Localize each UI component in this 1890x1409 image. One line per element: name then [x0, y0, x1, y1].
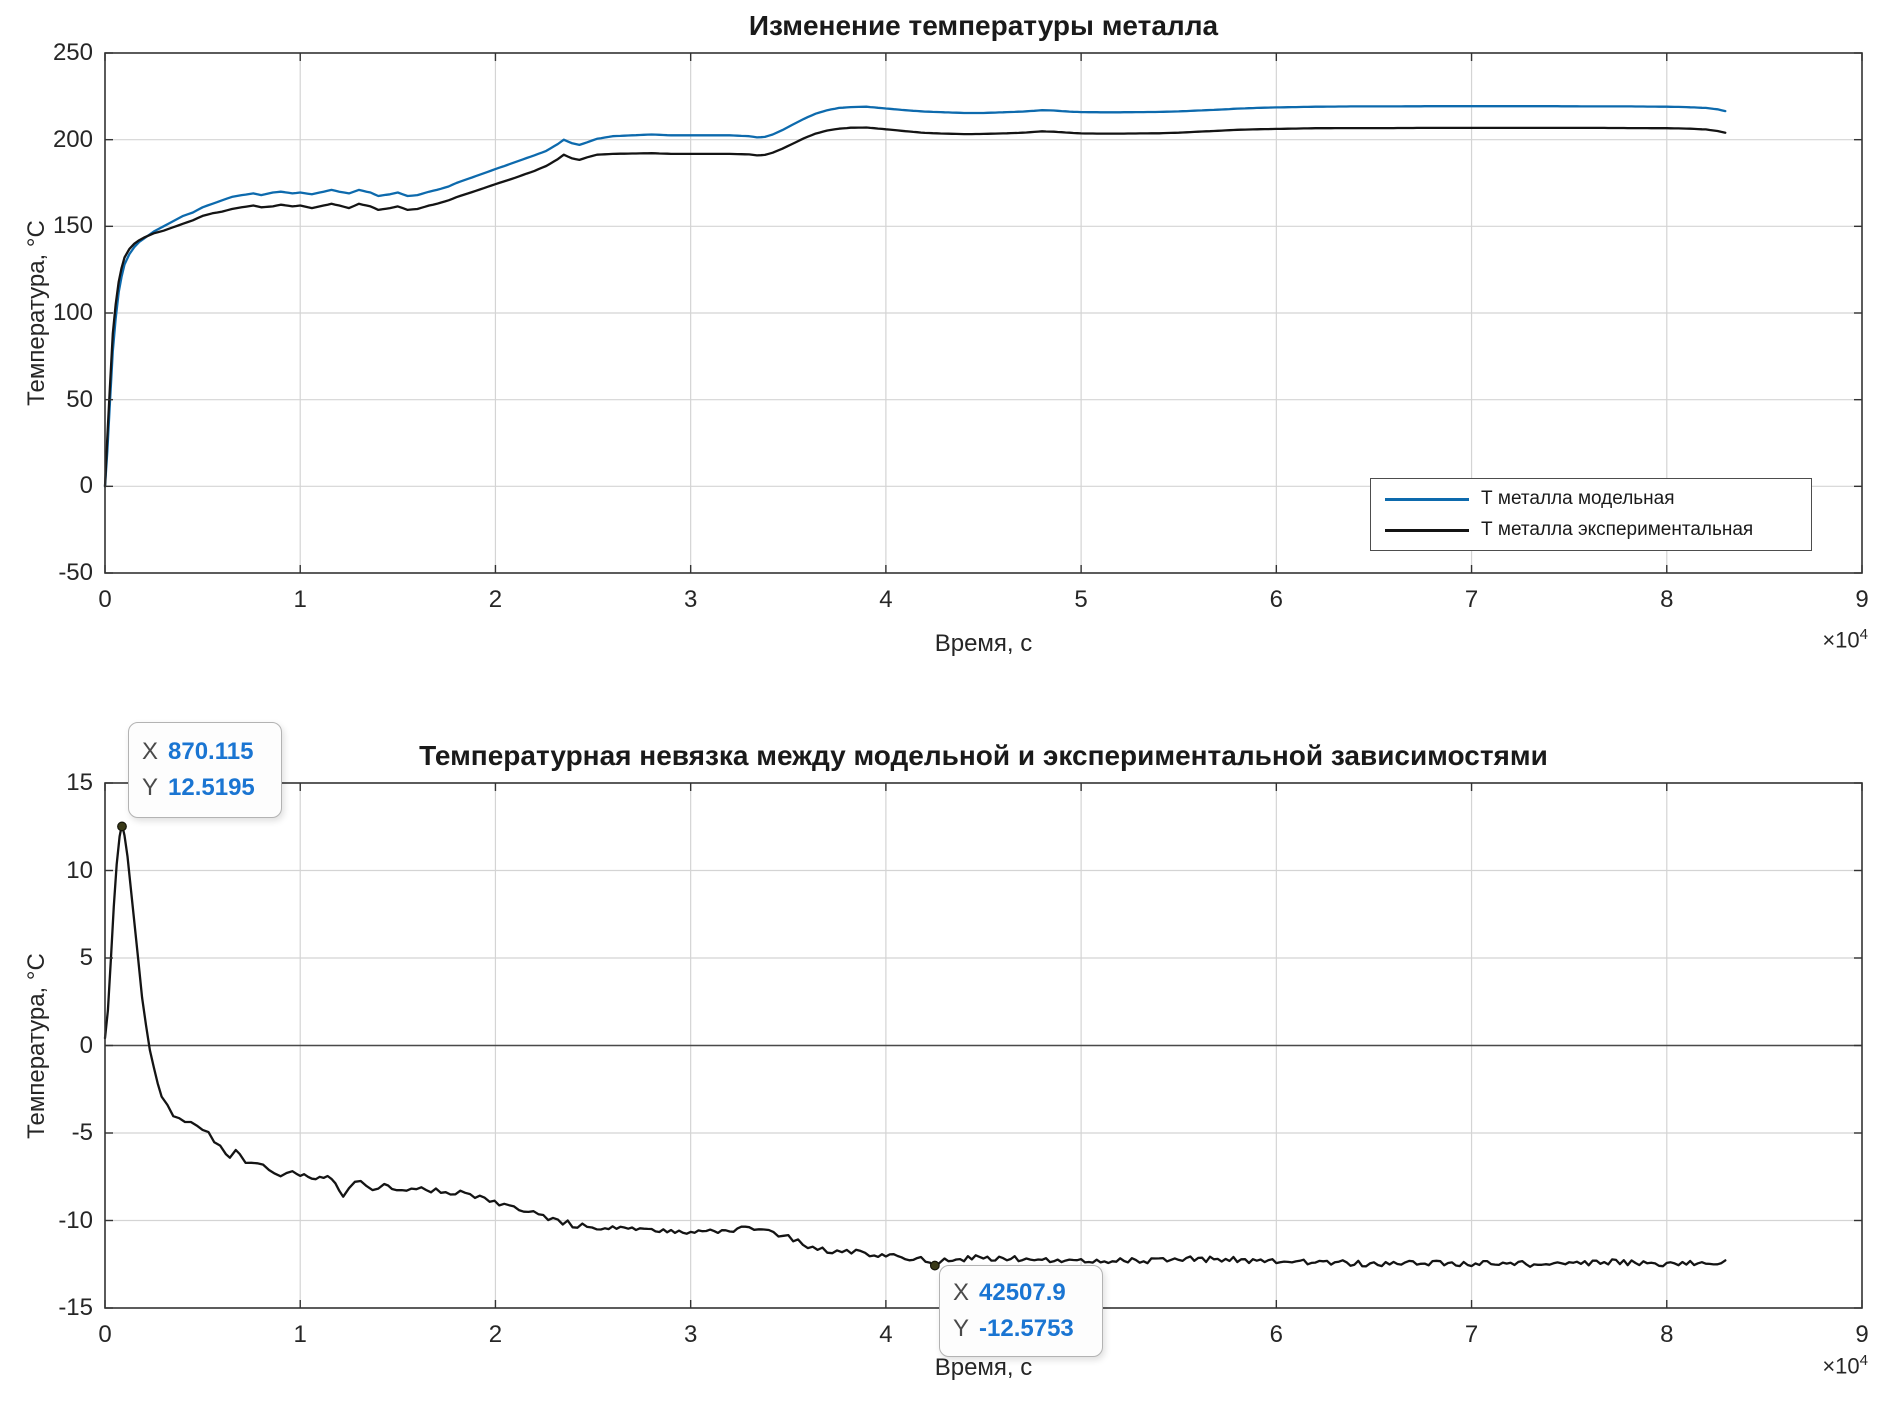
datatip-y-row: Y -12.5753 [953, 1315, 1089, 1343]
datatip-y-label: Y [142, 774, 159, 802]
x-tick-label: 3 [683, 1321, 698, 1348]
x-tick-label: 0 [98, 586, 112, 613]
x-tick-label: 3 [683, 586, 698, 613]
y-tick-label: 200 [52, 125, 93, 153]
y-tick-label: -50 [58, 559, 93, 586]
datatip-x-value: 42507.9 [979, 1279, 1066, 1307]
datatip-y-label: Y [953, 1314, 970, 1342]
y-tick-label: -5 [71, 1119, 93, 1146]
legend-label-experimental: Т металла экспериментальная [1481, 519, 1754, 540]
x-tick-label: 5 [1074, 586, 1088, 613]
y-tick-label: 10 [66, 856, 93, 884]
y-tick-label: 15 [66, 769, 93, 796]
chart1-title: Изменение температуры металла [748, 10, 1219, 41]
legend-entry-model[interactable]: Т металла модельная [1385, 488, 1797, 510]
datatip-x-row: X 870.115 [142, 738, 268, 766]
chart1-x-axis-label: Время, с [934, 630, 1033, 657]
datatip-x-value: 870.115 [168, 737, 254, 765]
datatip-y-value: -12.5753 [979, 1314, 1074, 1342]
exponent-base: ×10 [1822, 627, 1860, 653]
chart1-x-axis-exponent: ×104 [1822, 626, 1868, 653]
chart2-y-axis-label: Температура, °C [23, 953, 50, 1139]
y-tick-label: 50 [66, 385, 93, 413]
y-tick-label: 100 [52, 299, 93, 326]
exponent-power: 4 [1859, 1352, 1868, 1369]
exponent-power: 4 [1859, 626, 1868, 643]
y-tick-label: -15 [58, 1294, 93, 1321]
plot-area-bottom[interactable] [105, 783, 1862, 1308]
legend[interactable]: Т металла модельная Т металла эксперимен… [1370, 478, 1812, 551]
x-tick-label: 2 [488, 1321, 503, 1348]
x-tick-label: 8 [1660, 586, 1674, 613]
chart2-title: Температурная невязка между модельной и … [419, 740, 1548, 771]
datatip-x-label: X [953, 1279, 970, 1307]
x-tick-label: 9 [1855, 586, 1869, 613]
x-tick-label: 9 [1855, 1321, 1869, 1348]
x-tick-label: 1 [293, 1321, 307, 1348]
x-tick-label: 6 [1269, 586, 1284, 613]
datatip-x-row: X 42507.9 [953, 1279, 1089, 1307]
x-tick-label: 7 [1464, 1321, 1479, 1348]
x-tick-label: 0 [98, 1321, 112, 1348]
datatip-peak[interactable]: X 870.115 Y 12.5195 [128, 722, 282, 818]
datatip-minimum[interactable]: X 42507.9 Y -12.5753 [939, 1265, 1103, 1357]
legend-entry-experimental[interactable]: Т металла экспериментальная [1385, 519, 1797, 541]
x-tick-label: 2 [488, 586, 503, 613]
x-tick-label: 1 [293, 586, 307, 613]
datatip-y-value: 12.5195 [168, 774, 255, 802]
x-tick-label: 8 [1660, 1321, 1674, 1348]
y-tick-label: -10 [58, 1206, 93, 1234]
chart2-x-axis-label: Время, с [934, 1354, 1033, 1381]
y-tick-label: 250 [52, 39, 93, 66]
legend-label-model: Т металла модельная [1481, 488, 1675, 509]
x-tick-label: 6 [1269, 1321, 1284, 1348]
x-tick-label: 7 [1464, 586, 1479, 613]
chart1-y-axis-label: Температура, °C [23, 220, 50, 406]
x-tick-label: 4 [879, 586, 893, 613]
x-tick-label: 4 [879, 1321, 893, 1348]
y-tick-label: 0 [79, 472, 93, 500]
y-tick-label: 5 [79, 944, 93, 971]
y-tick-label: 0 [79, 1031, 93, 1059]
datatip-x-label: X [142, 737, 159, 765]
chart2-x-axis-exponent: ×104 [1822, 1352, 1868, 1379]
exponent-base: ×10 [1822, 1353, 1860, 1379]
y-tick-label: 150 [52, 212, 93, 240]
legend-line-sample-model [1385, 497, 1469, 501]
datatip-y-row: Y 12.5195 [142, 774, 268, 802]
legend-line-sample-experimental [1385, 528, 1469, 532]
